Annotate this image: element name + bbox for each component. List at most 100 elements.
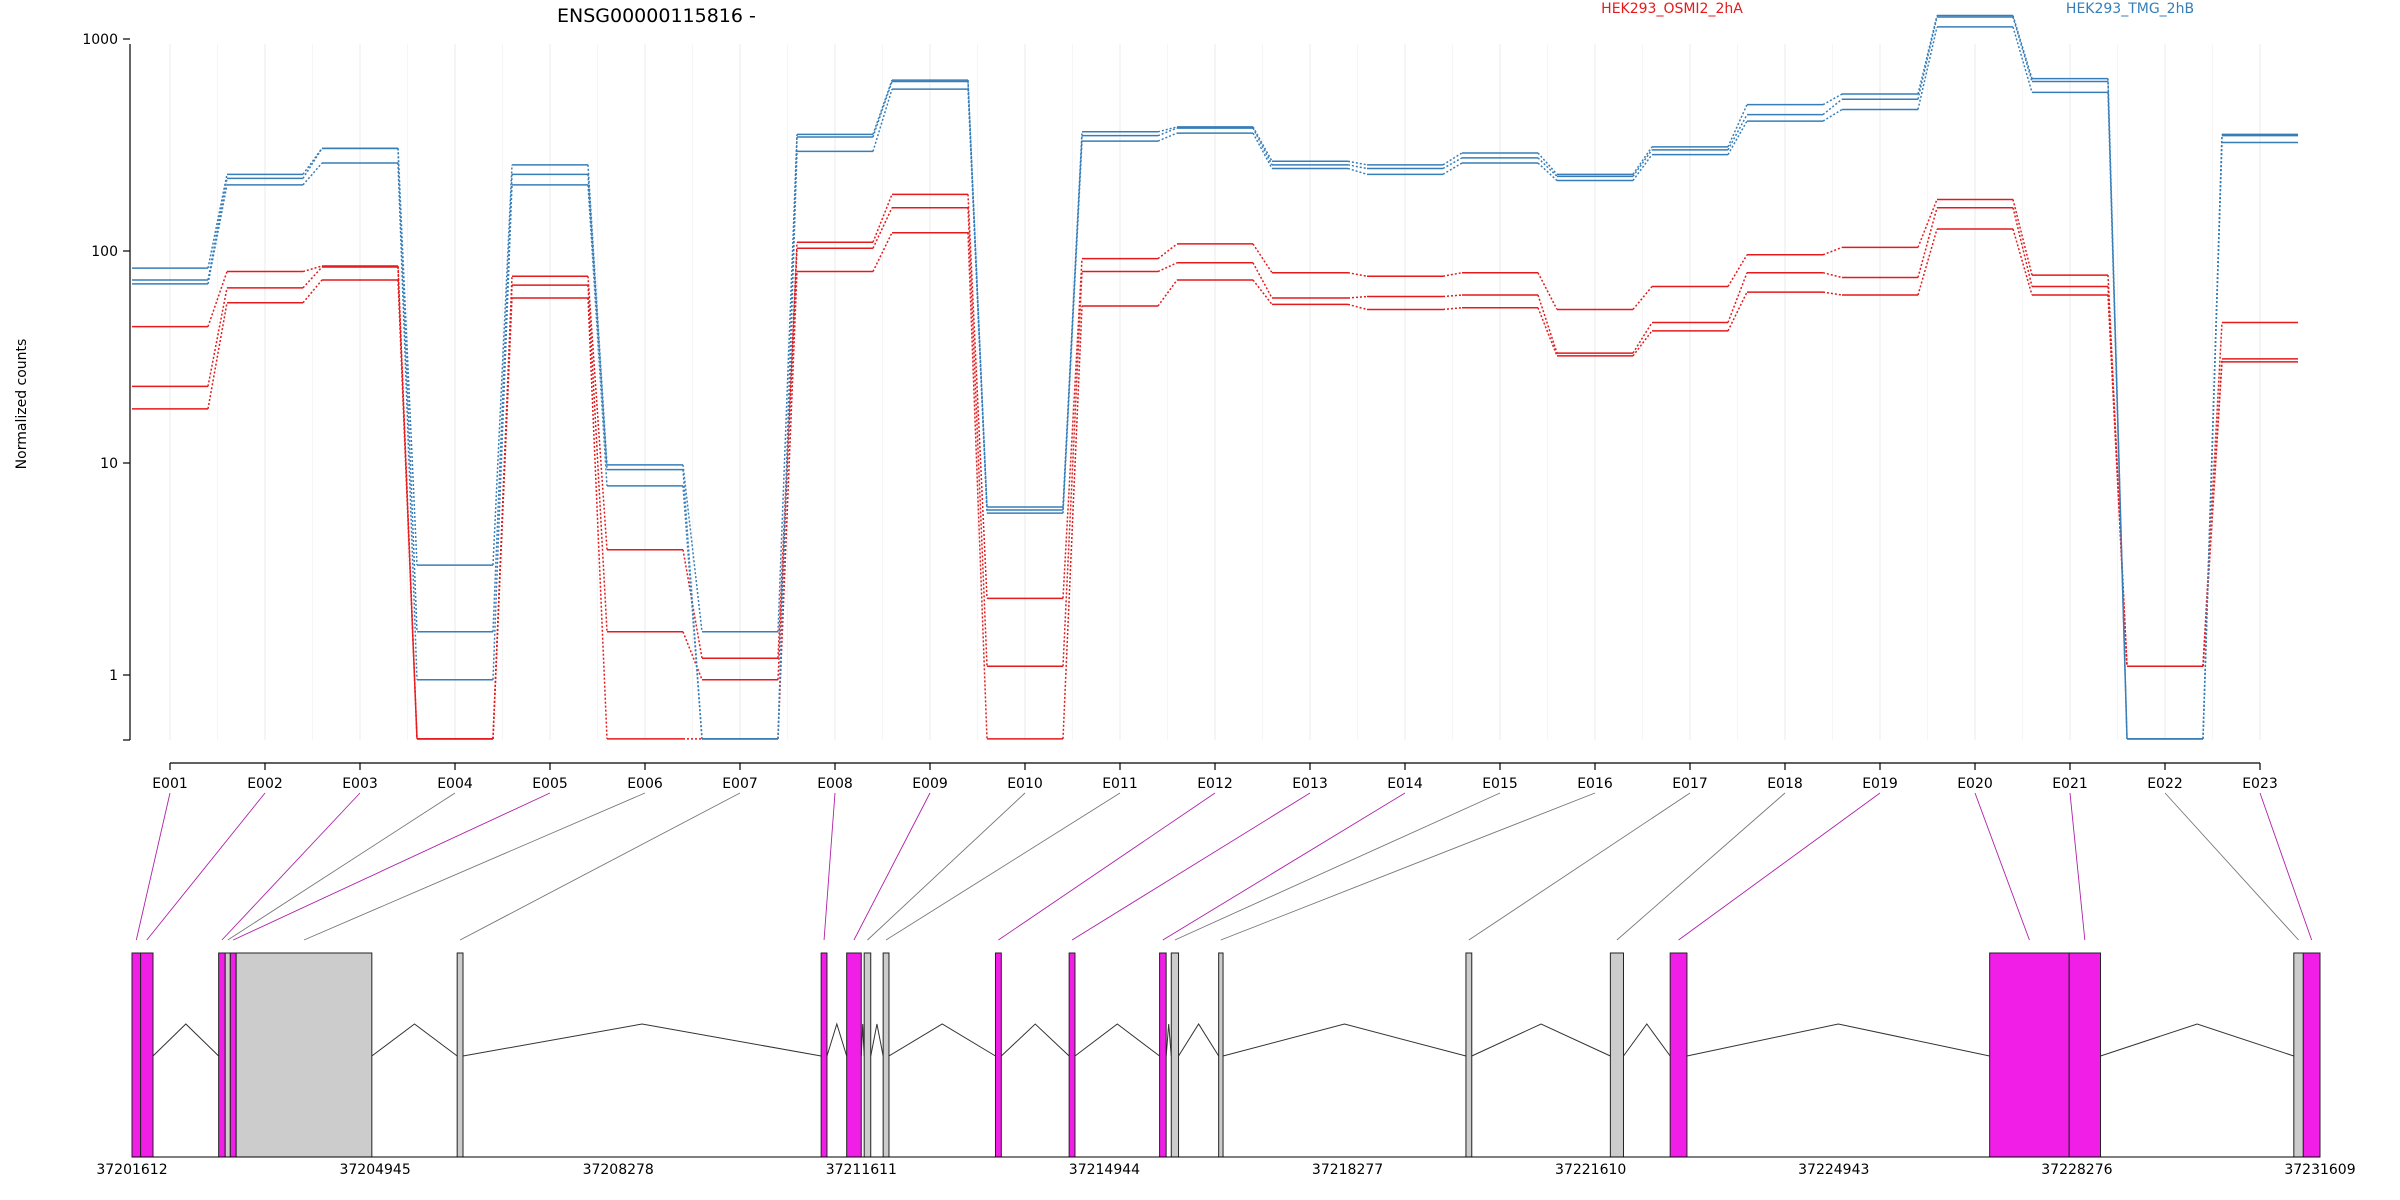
series-connector <box>777 134 798 632</box>
exon-box <box>2068 952 2102 1158</box>
legend: HEK293_OSMI2_2hA HEK293_TMG_2hB <box>1601 1 2194 17</box>
series-connector <box>1632 286 1653 310</box>
exon-connector <box>1071 792 1311 941</box>
series-connector <box>207 184 228 284</box>
legend-entry: HEK293_OSMI2_2hA <box>1601 1 1743 17</box>
series-connector <box>492 184 513 680</box>
intron-line <box>152 1023 220 1057</box>
plot-lines <box>132 14 2298 740</box>
series-connector <box>872 88 893 152</box>
exon-box <box>1465 952 1473 1158</box>
series-connector <box>1537 152 1558 175</box>
coord-label: 37228276 <box>2041 1162 2112 1178</box>
exon-connector <box>2164 792 2299 941</box>
coord-label: 37214944 <box>1069 1162 1140 1178</box>
legend-entry: HEK293_TMG_2hB <box>2066 1 2194 17</box>
series-connector <box>1727 114 1748 151</box>
intron-line <box>1471 1023 1611 1057</box>
series-connector <box>1157 127 1178 137</box>
exon-box <box>882 952 890 1158</box>
series-connector <box>1632 154 1653 181</box>
intron-line <box>1623 1023 1671 1057</box>
series-connector <box>1157 132 1178 142</box>
exon-box <box>820 952 828 1158</box>
series-connector <box>302 266 323 289</box>
exon-box <box>2293 952 2304 1158</box>
series-line <box>132 26 2298 740</box>
x-tick-label: E022 <box>2147 776 2183 792</box>
exon-connector <box>1162 792 1406 941</box>
series-connector <box>1632 149 1653 177</box>
coord-label: 37208278 <box>583 1162 654 1178</box>
series-connector <box>1537 162 1558 182</box>
series-connector <box>1632 330 1653 357</box>
exon-box <box>1989 952 2070 1158</box>
intron-line <box>1165 1023 1172 1057</box>
series-connector <box>1252 279 1273 305</box>
series-connector <box>1157 126 1178 133</box>
intron-line <box>888 1023 996 1057</box>
exon-connector <box>135 792 171 941</box>
series-connector <box>587 285 608 632</box>
genomic-coordinate-axis: 37201612 37204945 37208278 37211611 37214944… <box>96 1156 2356 1178</box>
series-connector <box>1347 167 1368 176</box>
series-connector <box>1537 307 1558 357</box>
coord-label: 37231609 <box>2284 1162 2355 1178</box>
exon-box <box>1669 952 1688 1158</box>
exon-box <box>1218 952 1224 1158</box>
series-connector <box>1252 262 1273 299</box>
series-connector <box>2012 207 2033 287</box>
series-connector <box>1917 228 1938 296</box>
x-tick-label: E015 <box>1482 776 1518 792</box>
series-connector <box>777 151 798 739</box>
series-connector <box>2202 142 2223 739</box>
series-connector <box>1537 157 1558 177</box>
intron-line <box>462 1023 822 1057</box>
x-tick-label: E018 <box>1767 776 1803 792</box>
x-tick-label: E011 <box>1102 776 1138 792</box>
x-tick-label: E008 <box>817 776 853 792</box>
series-connector <box>302 279 323 304</box>
intron-line <box>1686 1023 1990 1057</box>
exon-connector <box>221 792 361 941</box>
series-connector <box>872 207 893 249</box>
exon-box <box>1170 952 1180 1158</box>
x-tick-label: E017 <box>1672 776 1708 792</box>
series-connector <box>1727 272 1748 323</box>
chart-title: ENSG00000115816 - <box>557 5 756 27</box>
x-axis: E001 E002 E003 E004 E005 E006 E007 E008 E009 E010… <box>152 762 2278 792</box>
exon-box <box>1159 952 1167 1158</box>
series-connector <box>2012 228 2033 296</box>
series-connector <box>587 297 608 739</box>
series-connector <box>1347 303 1368 311</box>
exon-box <box>131 952 142 1158</box>
series-connector <box>1062 271 1083 667</box>
x-tick-label: E007 <box>722 776 758 792</box>
exon-connector <box>1220 792 1596 941</box>
x-tick-label: E019 <box>1862 776 1898 792</box>
series-connector <box>1822 98 1843 116</box>
x-tick-label: E009 <box>912 776 948 792</box>
series-connector <box>967 89 988 514</box>
y-tick-label: 100 <box>91 244 118 260</box>
coord-label: 37218277 <box>1312 1162 1383 1178</box>
exon-connector <box>1468 792 1691 941</box>
coord-label: 37221610 <box>1555 1162 1626 1178</box>
series-connector <box>492 164 513 566</box>
exon-box <box>994 952 1002 1158</box>
exon-box <box>140 952 154 1158</box>
exon-connector <box>1616 792 1786 941</box>
exon-box <box>846 952 862 1158</box>
series-connector <box>1442 306 1463 311</box>
x-tick-label: E013 <box>1292 776 1328 792</box>
exon-connector <box>2069 792 2086 941</box>
series-connector <box>682 631 703 680</box>
intron-line <box>371 1023 458 1057</box>
gene-model <box>131 952 2321 1158</box>
series-connector <box>302 265 323 273</box>
series-connector <box>1917 207 1938 278</box>
series-connector <box>1347 160 1368 166</box>
series-connector <box>2012 16 2033 82</box>
series-connector <box>1727 120 1748 155</box>
